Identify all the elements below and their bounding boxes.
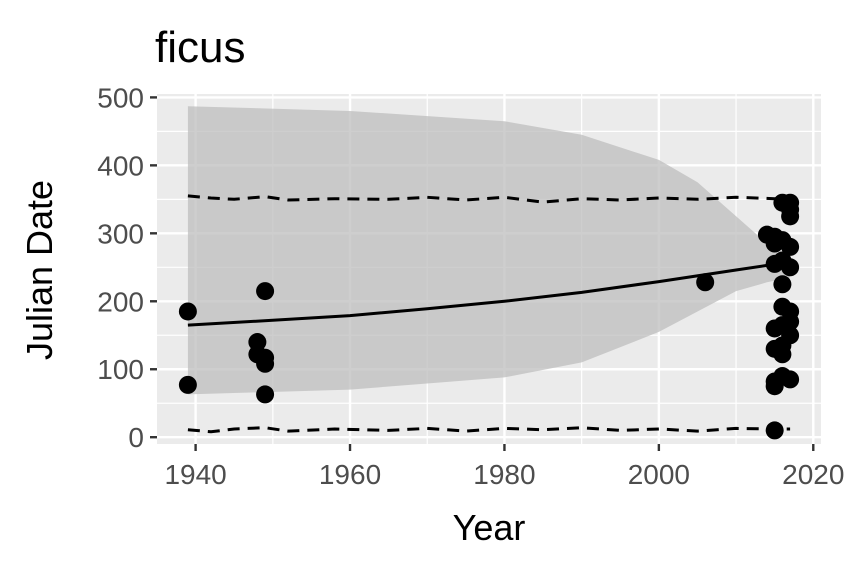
x-tick-label: 1960 bbox=[319, 459, 381, 490]
data-point bbox=[773, 345, 792, 364]
data-point bbox=[781, 207, 800, 226]
y-tick-label: 200 bbox=[97, 286, 144, 317]
y-tick-label: 300 bbox=[97, 218, 144, 249]
data-point bbox=[773, 275, 792, 294]
y-tick-label: 100 bbox=[97, 354, 144, 385]
data-point bbox=[765, 421, 784, 440]
confidence-ribbon bbox=[187, 106, 791, 395]
data-point bbox=[256, 282, 275, 301]
chart-title: ficus bbox=[155, 23, 245, 72]
points-layer bbox=[178, 193, 800, 440]
data-point bbox=[781, 258, 800, 277]
axes-layer: 1940 1960 1980 2000 2020 0 100 200 300 400 500 bbox=[97, 82, 844, 490]
data-point bbox=[178, 375, 197, 394]
confidence-ribbon-layer bbox=[187, 106, 791, 395]
y-tick-label: 500 bbox=[97, 82, 144, 113]
fit-line bbox=[187, 260, 791, 327]
data-point bbox=[781, 312, 800, 331]
data-point bbox=[781, 370, 800, 389]
y-tick-label: 400 bbox=[97, 150, 144, 181]
y-tick-label: 0 bbox=[128, 422, 144, 453]
x-tick-label: 1980 bbox=[473, 459, 535, 490]
data-point bbox=[256, 385, 275, 404]
y-axis-title: Julian Date bbox=[19, 180, 60, 360]
data-point bbox=[781, 326, 800, 345]
data-point bbox=[696, 273, 715, 292]
data-point bbox=[781, 237, 800, 256]
x-tick-label: 2000 bbox=[628, 459, 690, 490]
fit-line-layer bbox=[187, 260, 791, 327]
data-point bbox=[178, 302, 197, 321]
x-axis-title: Year bbox=[453, 507, 526, 548]
x-tick-label: 2020 bbox=[782, 459, 844, 490]
data-point bbox=[256, 354, 275, 373]
x-tick-label: 1940 bbox=[164, 459, 226, 490]
